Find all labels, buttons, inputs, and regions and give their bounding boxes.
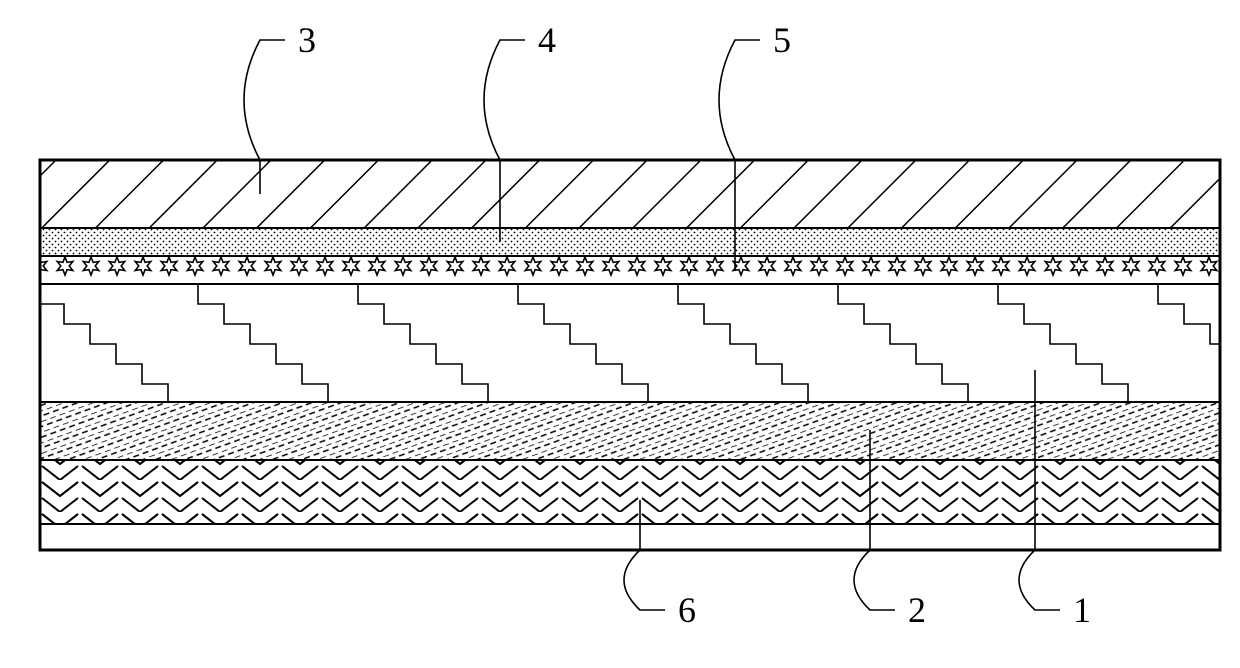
callout-1-label: 1 (1073, 590, 1091, 630)
cross-section-svg: 3 4 5 1 2 6 (0, 0, 1240, 668)
callout-6-label: 6 (678, 590, 696, 630)
diagram-root: 3 4 5 1 2 6 (0, 0, 1240, 668)
layer-2-dash-hatch (40, 402, 1220, 460)
callout-6-leader (624, 550, 665, 610)
callout-2-leader (854, 550, 895, 610)
layer-4-dots (40, 228, 1220, 256)
callout-3-leader (244, 40, 285, 160)
callout-1-leader (1019, 550, 1060, 610)
layer-5-stars (40, 256, 1220, 284)
layer-stack (0, 160, 1240, 668)
callout-3-label: 3 (298, 20, 316, 60)
callout-4-leader (484, 40, 525, 160)
callout-5-leader (719, 40, 760, 160)
callout-2-label: 2 (908, 590, 926, 630)
layer-6-chevrons (40, 460, 1220, 524)
callout-5-label: 5 (773, 20, 791, 60)
layer-3-top-hatch (40, 160, 1220, 228)
callout-4-label: 4 (538, 20, 556, 60)
